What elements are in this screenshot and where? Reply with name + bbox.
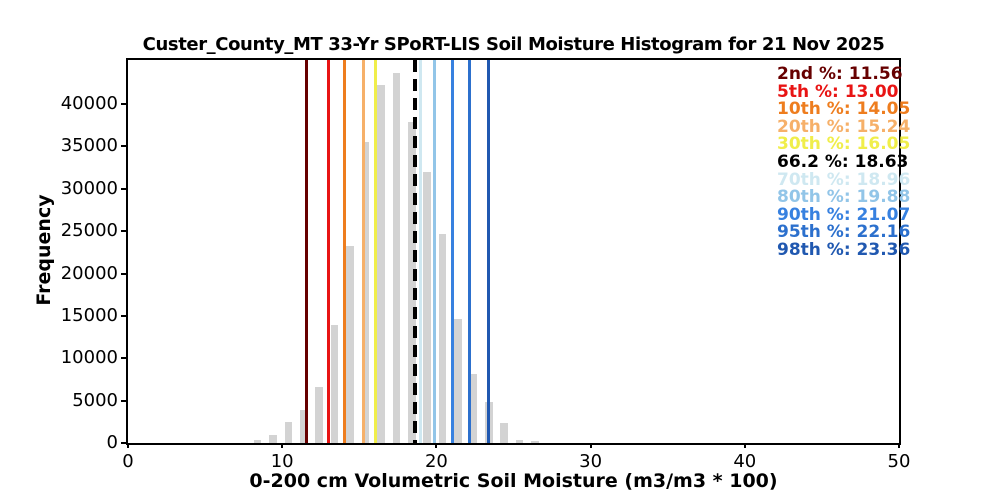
x-tick-label: 0 <box>122 451 134 472</box>
chart-title: Custer_County_MT 33-Yr SPoRT-LIS Soil Mo… <box>142 34 885 55</box>
legend-entry: 10th %: 14.05 <box>777 99 911 120</box>
y-tick-label: 30000 <box>60 177 118 199</box>
percentile-line-10th-pct <box>343 60 347 443</box>
y-tick-mark <box>121 145 126 148</box>
percentile-legend: 2nd %: 11.56 5th %: 13.00 10th %: 14.05 20t… <box>777 64 911 260</box>
percentile-line-30th-pct <box>374 60 377 443</box>
y-tick-label: 20000 <box>60 262 118 284</box>
percentile-line-90th-pct <box>451 60 455 443</box>
y-tick-label: 35000 <box>60 135 118 157</box>
legend-entry: 70th %: 18.96 <box>777 169 911 190</box>
percentile-line-2nd-pct <box>304 60 308 443</box>
percentile-line-80th-pct <box>433 60 436 443</box>
y-axis-label: Frequency <box>33 194 55 306</box>
legend-entry: 66.2 %: 18.63 <box>777 151 909 172</box>
histogram-bar <box>361 142 370 443</box>
histogram-bar <box>269 434 277 443</box>
histogram-bar <box>377 85 385 443</box>
histogram-bar <box>454 319 462 443</box>
y-tick-label: 15000 <box>60 304 118 326</box>
legend-entry: 90th %: 21.07 <box>777 204 911 225</box>
y-tick-label: 5000 <box>72 389 118 411</box>
percentile-line-66.2-pct <box>413 60 418 443</box>
plot-area: 0 10 20 30 40 50 0 5000 10000 15000 20000 25000 3000… <box>61 58 910 472</box>
histogram-bar <box>253 439 262 443</box>
x-tick-mark <box>281 443 284 448</box>
x-tick-label: 50 <box>887 451 911 472</box>
legend-entry: 98th %: 23.36 <box>777 239 911 260</box>
histogram-bar <box>438 233 447 443</box>
y-tick-label: 0 <box>106 432 118 453</box>
histogram-bar <box>392 73 401 443</box>
x-tick-label: 10 <box>270 451 294 472</box>
percentile-line-95th-pct <box>468 60 472 443</box>
legend-entry: 2nd %: 11.56 <box>777 64 903 84</box>
histogram-bar <box>515 439 524 443</box>
y-tick-label: 40000 <box>60 92 118 114</box>
histogram-bar <box>299 409 308 443</box>
x-tick-label: 30 <box>579 451 603 472</box>
percentile-line-98th-pct <box>486 60 490 443</box>
y-tick-mark <box>121 187 126 190</box>
histogram-bar <box>500 423 509 443</box>
x-axis-label: 0-200 cm Volumetric Soil Moisture (m3/m3… <box>249 470 778 492</box>
y-tick-mark <box>121 272 126 275</box>
x-tick-label: 20 <box>424 451 448 472</box>
percentile-line-20th-pct <box>361 60 365 443</box>
y-tick-mark <box>121 357 126 360</box>
legend-entry: 30th %: 16.05 <box>777 134 911 155</box>
x-tick-label: 40 <box>733 451 757 472</box>
histogram-bar <box>423 171 431 443</box>
y-tick-label: 25000 <box>60 220 118 242</box>
histogram-bar <box>407 121 416 443</box>
y-tick-label: 10000 <box>60 347 118 369</box>
y-tick-mark <box>121 442 126 444</box>
percentile-line-70th-pct <box>418 60 422 443</box>
histogram-bar <box>346 246 354 443</box>
x-tick-mark <box>435 443 438 448</box>
x-tick-mark <box>743 443 746 448</box>
y-tick-mark <box>121 102 126 105</box>
histogram-bar <box>284 422 293 443</box>
legend-entry: 20th %: 15.24 <box>777 116 911 137</box>
histogram-bar <box>469 373 478 443</box>
y-tick-mark <box>121 314 126 317</box>
percentile-line-5th-pct <box>327 60 330 443</box>
legend-entry: 5th %: 13.00 <box>777 81 899 102</box>
legend-entry: 80th %: 19.88 <box>777 187 911 208</box>
y-tick-mark <box>121 230 126 233</box>
x-tick-mark <box>589 443 592 448</box>
x-tick-mark <box>127 443 129 448</box>
histogram-bar <box>531 440 539 443</box>
histogram-bar <box>315 386 324 443</box>
legend-entry: 95th %: 22.16 <box>777 222 911 243</box>
x-tick-mark <box>898 443 900 448</box>
histogram-bar <box>330 325 339 443</box>
y-tick-mark <box>121 399 126 402</box>
